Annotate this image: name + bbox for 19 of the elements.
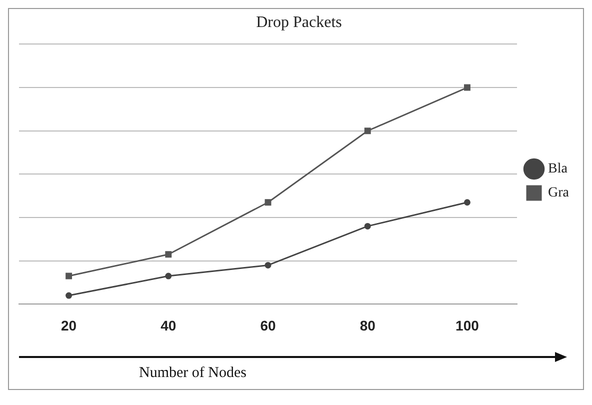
x-tick-label: 60 — [260, 317, 276, 334]
point — [264, 199, 272, 206]
point — [66, 272, 72, 280]
legend-label: Gra — [548, 186, 570, 201]
point — [165, 272, 172, 280]
point — [264, 262, 272, 268]
point — [464, 199, 470, 206]
point — [165, 251, 172, 258]
point — [364, 128, 371, 134]
x-tick-label: 40 — [160, 317, 176, 334]
point — [66, 292, 72, 299]
x-axis-title: Number of Nodes — [139, 365, 246, 382]
x-tick-label: 20 — [61, 317, 77, 334]
point — [364, 222, 371, 230]
legend-label: Bla — [548, 162, 568, 177]
x-tick-label: 80 — [360, 317, 376, 334]
point — [464, 84, 470, 91]
chart-title: Drop Packets — [256, 14, 342, 31]
x-tick-label: 100 — [456, 317, 480, 334]
